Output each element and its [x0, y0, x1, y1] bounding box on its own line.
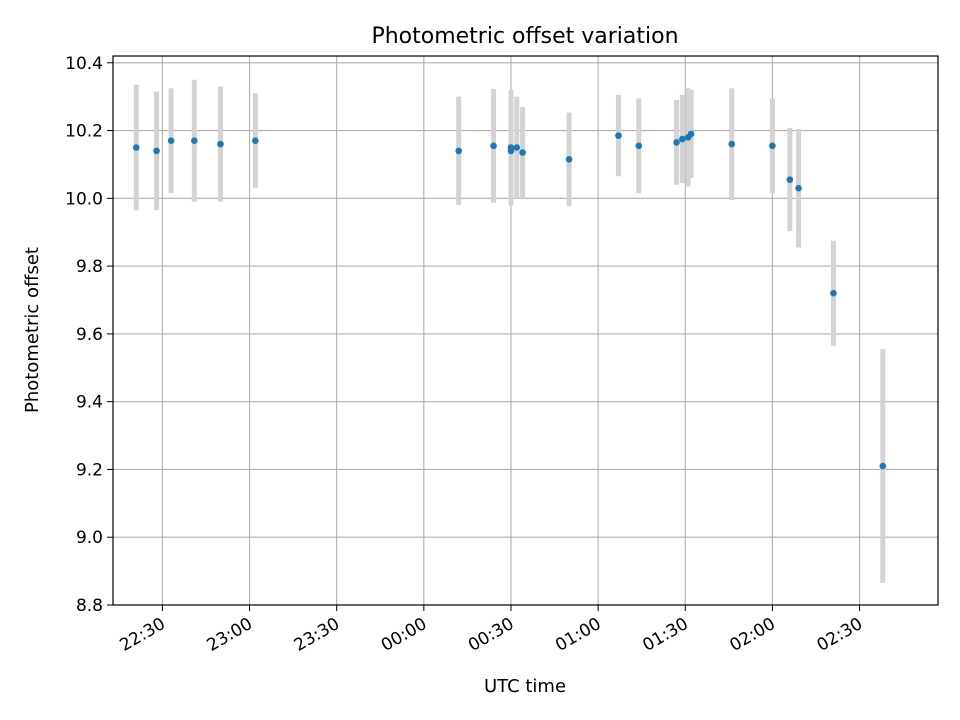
data-point	[565, 156, 573, 163]
data-point	[455, 147, 462, 155]
data-point	[513, 144, 521, 151]
y-tick-label: 9.2	[76, 460, 103, 480]
grid	[113, 56, 938, 606]
y-tick-label: 9.8	[76, 257, 103, 277]
data-point	[673, 139, 680, 146]
data-point	[879, 462, 887, 470]
data-point	[507, 147, 515, 155]
data-point	[252, 137, 259, 145]
y-tick-label: 10.2	[65, 122, 103, 142]
data-point	[786, 176, 794, 183]
y-tick-label: 10.0	[65, 189, 103, 209]
data-point	[191, 137, 198, 145]
data-point	[679, 135, 686, 143]
y-tick-label: 9.6	[76, 325, 103, 345]
data-point	[635, 142, 643, 150]
data-point	[615, 132, 622, 139]
data-point	[728, 140, 736, 148]
plot-frame	[112, 55, 939, 606]
data-points	[132, 130, 887, 470]
chart-title: Photometric offset variation	[371, 24, 678, 49]
y-tick-label: 8.8	[76, 596, 103, 616]
y-tick-label: 10.4	[65, 54, 103, 74]
y-axis-label: Photometric offset	[22, 247, 43, 413]
y-tick-label: 9.0	[76, 528, 103, 548]
y-tick-label: 9.4	[76, 393, 103, 413]
data-point	[217, 140, 224, 148]
y-ticks: 8.8 9.0 9.2 9.4 9.6 9.8 10.0 10.2 10.4	[65, 54, 113, 616]
data-point	[830, 289, 837, 297]
x-axis-label: UTC time	[484, 676, 566, 697]
data-point	[769, 142, 776, 150]
data-point	[132, 144, 140, 151]
data-point	[687, 130, 695, 138]
data-point	[795, 184, 802, 192]
data-point	[167, 137, 175, 145]
data-point	[519, 149, 526, 156]
data-point	[153, 147, 160, 155]
data-point	[490, 142, 497, 150]
